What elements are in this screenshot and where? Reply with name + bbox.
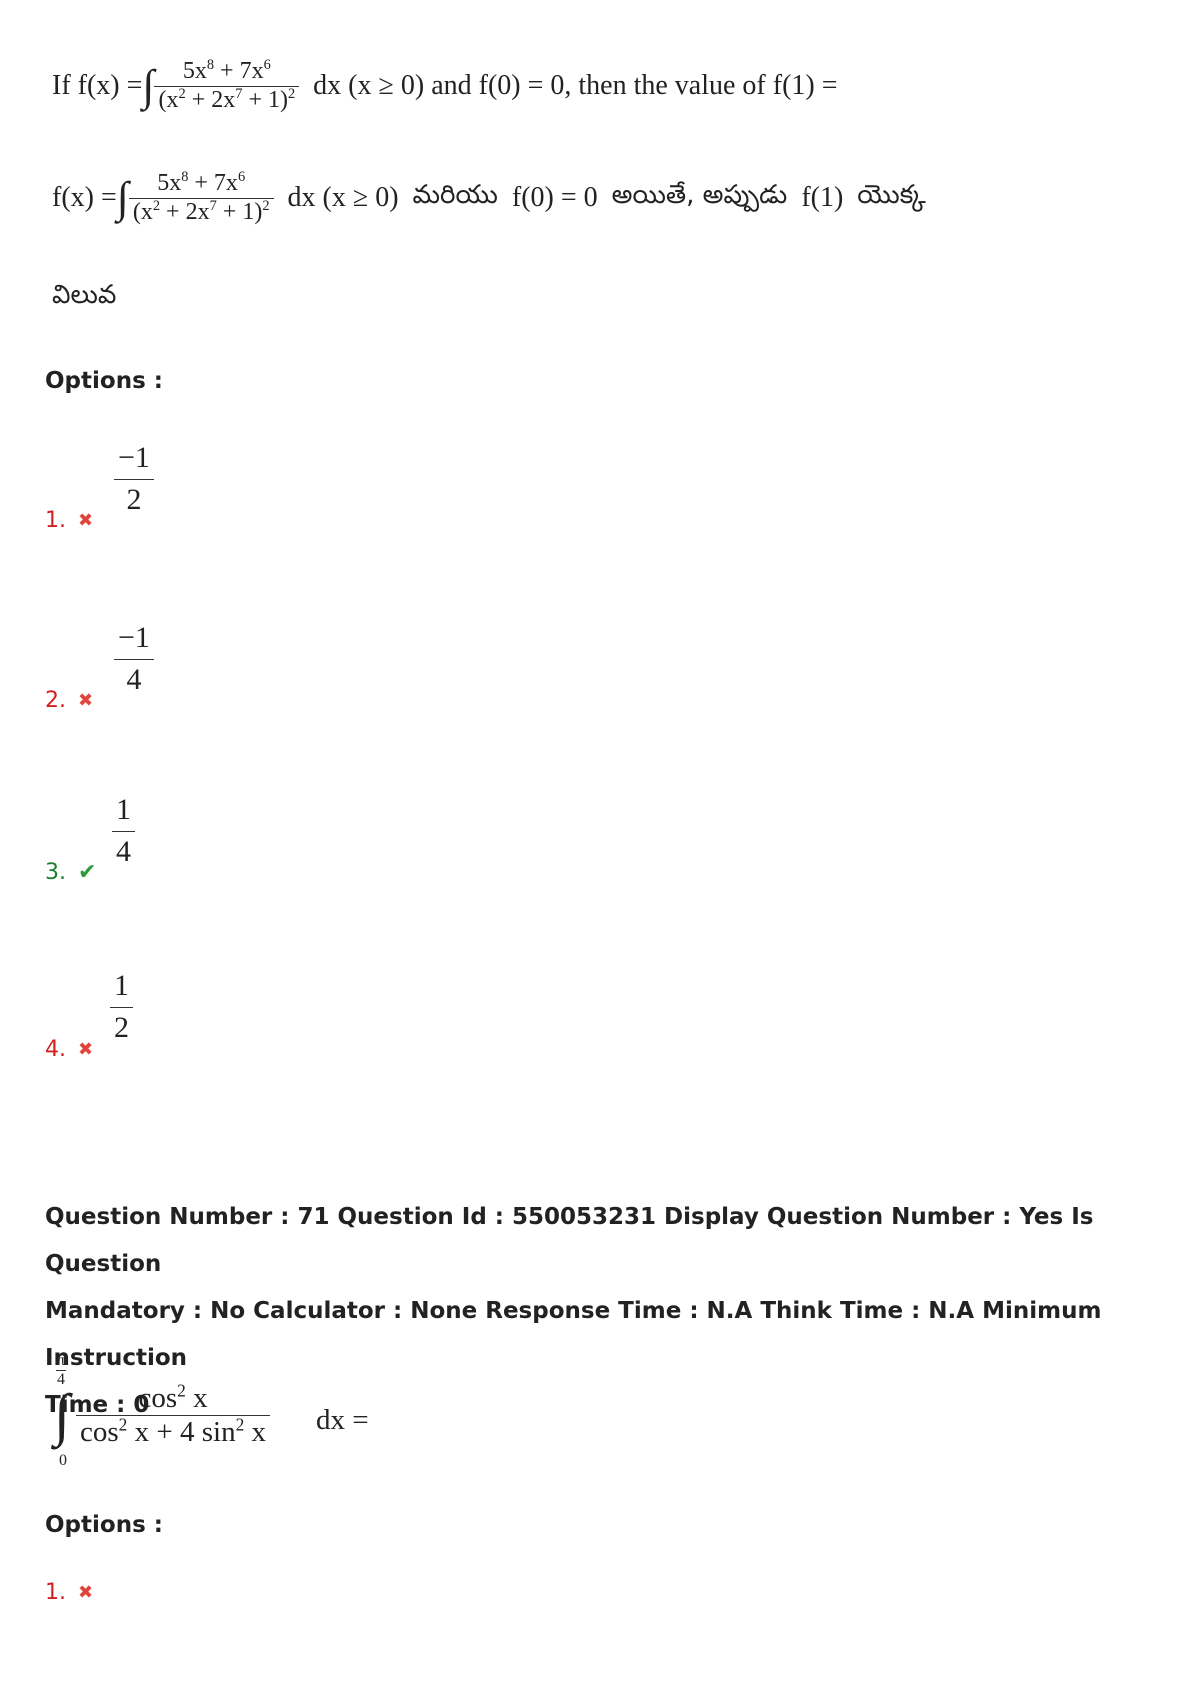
option-4[interactable]: 4. ✖ bbox=[45, 1037, 93, 1062]
telugu-condition: f(0) = 0 bbox=[511, 182, 598, 214]
integral-sign: ∫ bbox=[54, 1382, 70, 1447]
lower-limit: 0 bbox=[59, 1452, 67, 1469]
metadata-line-1: Question Number : 71 Question Id : 55005… bbox=[45, 1204, 1094, 1277]
option-number: 1. bbox=[45, 508, 66, 533]
integrand-numerator: 5x8 + 7x6 bbox=[182, 57, 271, 84]
telugu-word-value: విలువ bbox=[52, 280, 117, 310]
fraction-numerator: 1 bbox=[114, 969, 129, 1002]
option-2[interactable]: 2. ✖ bbox=[45, 688, 93, 713]
correct-mark-icon: ✔ bbox=[78, 860, 97, 885]
option-3[interactable]: 3. ✔ bbox=[45, 860, 96, 885]
fraction-denominator: 2 bbox=[126, 482, 142, 516]
option-1-fraction: −1 2 bbox=[114, 438, 154, 520]
option-number: 3. bbox=[45, 860, 66, 885]
telugu-word-and: మరియు bbox=[412, 180, 498, 211]
integrand-numerator: 5x8 + 7x6 bbox=[157, 169, 246, 196]
question-tail-text: dx (x ≥ 0) and f(0) = 0, then the value … bbox=[313, 70, 838, 102]
option-3-fraction: 1 4 bbox=[112, 790, 135, 872]
option-number: 1. bbox=[45, 1580, 66, 1605]
fraction-denominator: 4 bbox=[126, 662, 142, 696]
options-heading: Options : bbox=[45, 1512, 163, 1538]
option-1[interactable]: 1. ✖ bbox=[45, 508, 93, 533]
question-telugu-equation: f(x) = ∫ 5x8 + 7x6 (x2 + 2x7 + 1)2 dx (x… bbox=[52, 170, 926, 226]
upper-limit: π 4 bbox=[56, 1352, 67, 1390]
telugu-lead-text: f(x) = bbox=[52, 182, 117, 214]
option-number: 2. bbox=[45, 688, 66, 713]
upper-limit-numerator: π bbox=[57, 1352, 66, 1369]
option-number: 4. bbox=[45, 1037, 66, 1062]
options-heading: Options : bbox=[45, 368, 163, 394]
integrand-fraction: 5x8 + 7x6 (x2 + 2x7 + 1)2 bbox=[128, 169, 274, 226]
metadata-line-3: Time : 0 bbox=[45, 1392, 150, 1418]
integrand-denominator: cos2 x + 4 sin2 x bbox=[80, 1414, 267, 1449]
fraction-denominator: 4 bbox=[116, 834, 131, 868]
option-2-fraction: −1 4 bbox=[114, 618, 154, 700]
telugu-f1: f(1) bbox=[801, 182, 844, 214]
telugu-word-of: యొక్క bbox=[857, 180, 926, 211]
option-4-fraction: 1 2 bbox=[110, 966, 133, 1048]
wrong-mark-icon: ✖ bbox=[78, 690, 94, 711]
integrand-fraction: cos2 x cos2 x + 4 sin2 x bbox=[76, 1380, 271, 1450]
question-metadata: Question Number : 71 Question Id : 55005… bbox=[45, 1194, 1165, 1429]
question-english-equation: If f(x) = ∫ 5x8 + 7x6 (x2 + 2x7 + 1)2 dx… bbox=[52, 58, 838, 114]
integrand-denominator: (x2 + 2x7 + 1)2 bbox=[132, 197, 270, 225]
telugu-word-then: అయితే, అప్పుడు bbox=[611, 180, 788, 211]
option-1[interactable]: 1. ✖ bbox=[45, 1580, 93, 1605]
integral-sign: ∫ bbox=[142, 61, 155, 111]
integral-sign: ∫ bbox=[116, 173, 129, 223]
fraction-numerator: 1 bbox=[116, 793, 131, 826]
fraction-denominator: 2 bbox=[114, 1010, 129, 1044]
metadata-line-2: Mandatory : No Calculator : None Respons… bbox=[45, 1298, 1102, 1371]
wrong-mark-icon: ✖ bbox=[78, 510, 94, 531]
upper-limit-denominator: 4 bbox=[57, 1371, 66, 1389]
integral-tail: dx = bbox=[316, 1404, 369, 1436]
integrand-numerator: cos2 x bbox=[138, 1380, 208, 1414]
wrong-mark-icon: ✖ bbox=[78, 1582, 94, 1603]
fraction-numerator: −1 bbox=[118, 621, 150, 654]
question-71-equation: π 4 ∫ 0 cos2 x cos2 x + 4 sin2 x dx = bbox=[52, 1352, 412, 1472]
telugu-domain-text: dx (x ≥ 0) bbox=[287, 182, 399, 214]
question-lead-text: If f(x) = bbox=[52, 70, 143, 102]
fraction-numerator: −1 bbox=[118, 441, 150, 474]
integrand-fraction: 5x8 + 7x6 (x2 + 2x7 + 1)2 bbox=[154, 57, 300, 114]
integrand-denominator: (x2 + 2x7 + 1)2 bbox=[158, 85, 296, 113]
wrong-mark-icon: ✖ bbox=[78, 1039, 94, 1060]
